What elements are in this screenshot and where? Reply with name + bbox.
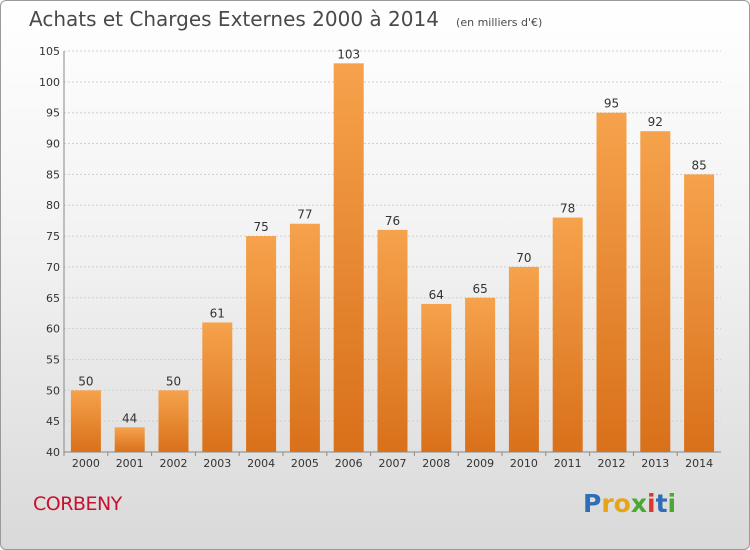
place-name: CORBENY [33,493,122,515]
x-tick-label: 2008 [422,457,450,470]
logo-letter: P [583,489,602,518]
data-label: 95 [604,97,619,111]
x-tick-label: 2005 [291,457,319,470]
x-tick-label: 2009 [466,457,494,470]
bar-2011 [552,217,583,452]
data-label: 44 [122,411,137,425]
data-labels: 50 44 50 61 75 77 103 76 64 65 70 78 95 92 85 [78,47,706,425]
data-label: 103 [337,47,360,61]
bar-2005 [289,223,320,452]
data-label: 70 [516,251,531,265]
bar-2004 [246,236,277,452]
axes [63,51,721,453]
x-tick-label: 2003 [203,457,231,470]
y-axis-ticks: 40 45 50 55 60 65 70 75 80 85 90 95 100 105 [39,45,60,459]
data-label: 92 [648,115,663,129]
bar-2003 [202,322,233,452]
x-axis-ticks: 2000 2001 2002 2003 2004 2005 2006 2007 2008 2009… [63,452,713,470]
bar-2012 [596,112,627,452]
data-label: 50 [78,374,93,388]
data-label: 75 [253,220,268,234]
logo-letter: x [630,489,647,518]
y-tick-label: 50 [46,384,60,397]
y-tick-label: 65 [46,292,60,305]
y-tick-label: 70 [46,261,60,274]
x-tick-label: 2002 [160,457,188,470]
x-tick-label: 2007 [379,457,407,470]
data-label: 65 [472,282,487,296]
y-tick-label: 40 [46,446,60,459]
x-tick-label: 2011 [554,457,582,470]
x-tick-label: 2001 [116,457,144,470]
logo-letter: r [601,489,614,518]
bar-2009 [465,297,496,452]
chart-unit-note: (en milliers d'€) [456,16,543,29]
x-tick-label: 2004 [247,457,275,470]
y-tick-label: 75 [46,230,60,243]
bar-2002 [158,390,189,452]
bar-2008 [421,303,452,452]
bar-2013 [640,131,671,452]
data-label: 50 [166,374,181,388]
y-tick-label: 85 [46,168,60,181]
data-label: 85 [691,158,706,172]
data-label: 64 [429,288,444,302]
bars [70,63,715,452]
bar-2001 [114,427,145,452]
y-tick-label: 55 [46,353,60,366]
x-tick-label: 2013 [641,457,669,470]
logo-letter: i [667,489,677,518]
logo-letter: t [655,489,668,518]
x-tick-label: 2006 [335,457,363,470]
proxiti-logo[interactable]: Proxiti [583,489,676,518]
bar-2000 [70,390,101,452]
data-label: 61 [210,306,225,320]
y-tick-label: 60 [46,323,60,336]
bar-2014 [684,174,715,452]
y-tick-label: 95 [46,107,60,120]
bar-2006 [333,63,364,452]
logo-letter: o [613,489,631,518]
y-tick-label: 100 [39,76,60,89]
x-tick-label: 2012 [598,457,626,470]
data-label: 76 [385,214,400,228]
chart-title: Achats et Charges Externes 2000 à 2014 [29,7,439,31]
x-tick-label: 2010 [510,457,538,470]
bar-2010 [508,266,539,452]
y-tick-label: 90 [46,138,60,151]
data-label: 78 [560,202,575,216]
title-row: Achats et Charges Externes 2000 à 2014 (… [29,7,542,31]
logo-letter: i [647,489,656,518]
y-tick-label: 45 [46,415,60,428]
data-label: 77 [297,208,312,222]
y-tick-label: 105 [39,45,60,58]
y-tick-label: 80 [46,199,60,212]
x-tick-label: 2000 [72,457,100,470]
x-tick-label: 2014 [685,457,713,470]
bar-2007 [377,229,408,452]
